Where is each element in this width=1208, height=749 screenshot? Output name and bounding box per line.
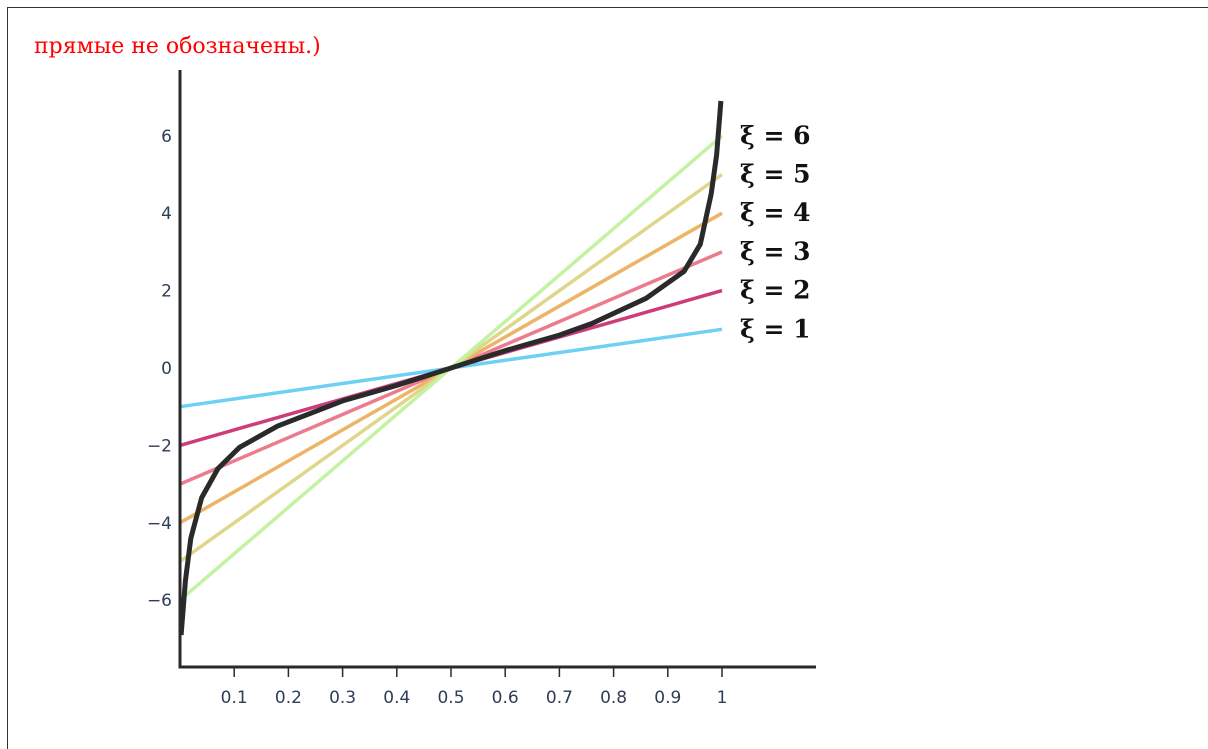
y-tick-label: −2 <box>147 436 172 456</box>
y-tick-label: 4 <box>161 204 172 224</box>
curve-line <box>178 100 724 636</box>
y-tick-label: −4 <box>147 514 172 534</box>
y-tick-label: 2 <box>161 282 172 302</box>
x-tick-label: 0.3 <box>329 688 356 708</box>
figure-frame <box>7 7 1208 749</box>
series-label-xi-1: ξ = 1 <box>740 314 811 343</box>
x-tick-label: 0.5 <box>437 688 464 708</box>
series-label-xi-3: ξ = 3 <box>740 237 811 266</box>
x-tick-label: 0.9 <box>654 688 681 708</box>
x-tick-label: 0.1 <box>221 688 248 708</box>
caption-text: прямые не обозначены.) <box>34 34 321 59</box>
x-tick-label: 1 <box>717 688 728 708</box>
y-tick-label: 0 <box>161 359 172 379</box>
series-label-xi-6: ξ = 6 <box>740 121 811 150</box>
x-tick-label: 0.7 <box>546 688 573 708</box>
series-label-xi-5: ξ = 5 <box>740 160 811 189</box>
x-tick-label: 0.8 <box>600 688 627 708</box>
y-tick-label: 6 <box>161 127 172 147</box>
x-tick-label: 0.6 <box>492 688 519 708</box>
x-tick-label: 0.2 <box>275 688 302 708</box>
series-label-xi-2: ξ = 2 <box>740 276 811 305</box>
x-tick-label: 0.4 <box>383 688 410 708</box>
series-label-xi-4: ξ = 4 <box>740 198 811 227</box>
y-tick-label: −6 <box>147 591 172 611</box>
